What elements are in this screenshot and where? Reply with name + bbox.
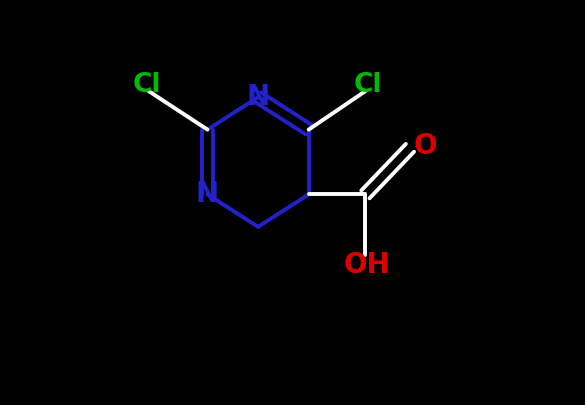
Text: Cl: Cl bbox=[353, 72, 381, 98]
Text: Cl: Cl bbox=[132, 72, 161, 98]
Text: O: O bbox=[414, 132, 437, 160]
Text: OH: OH bbox=[344, 251, 391, 279]
Text: N: N bbox=[196, 180, 219, 209]
Text: N: N bbox=[246, 83, 270, 111]
